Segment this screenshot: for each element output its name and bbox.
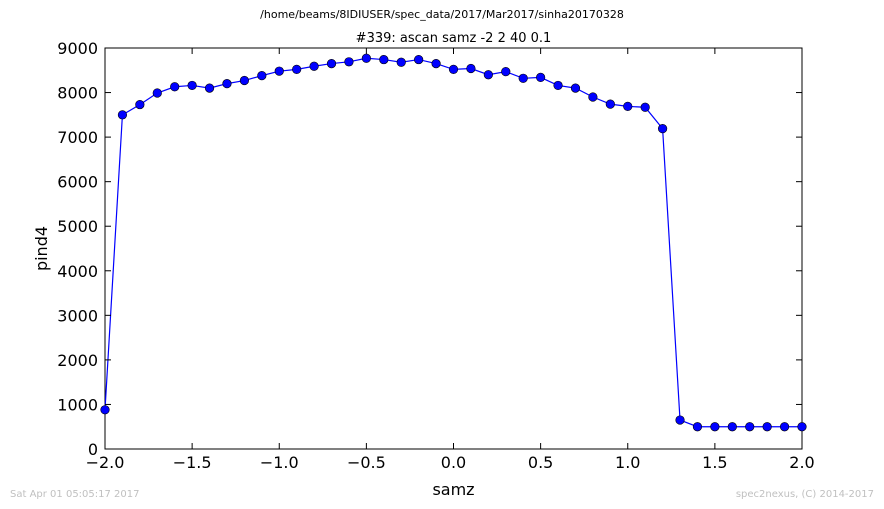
timestamp-footer: Sat Apr 01 05:05:17 2017	[10, 489, 140, 500]
y-tick-label: 9000	[57, 39, 98, 58]
x-tick-label: 1.0	[615, 453, 640, 472]
data-point	[466, 63, 476, 74]
data-point	[292, 64, 302, 74]
data-point	[536, 72, 546, 83]
data-point	[675, 415, 685, 425]
data-point	[222, 79, 232, 89]
copyright-footer: spec2nexus, (C) 2014-2017	[735, 489, 874, 500]
data-point	[135, 99, 145, 110]
y-tick-label: 3000	[57, 306, 98, 325]
x-tick-label: −2.0	[86, 453, 125, 472]
data-point	[727, 422, 737, 432]
data-point	[762, 422, 772, 432]
data-point	[344, 57, 354, 67]
data-point	[204, 83, 215, 93]
plot-title: #339: ascan samz -2 2 40 0.1	[356, 31, 552, 46]
data-point	[448, 64, 459, 74]
data-point	[745, 422, 755, 432]
x-tick-label: 0.0	[441, 453, 466, 472]
data-point	[152, 88, 162, 98]
data-point	[274, 66, 284, 76]
y-tick-label: 5000	[57, 217, 98, 236]
data-point	[170, 82, 180, 92]
data-point	[657, 124, 668, 134]
x-tick-label: 1.5	[702, 453, 727, 472]
data-point	[326, 58, 337, 69]
data-point	[588, 92, 598, 102]
x-axis-label: samz	[432, 480, 474, 499]
data-point	[570, 83, 581, 93]
y-tick-label: 8000	[57, 84, 98, 103]
x-tick-label: −1.0	[260, 453, 299, 472]
y-tick-label: 2000	[57, 351, 98, 370]
data-point	[414, 54, 424, 65]
data-point	[797, 422, 807, 432]
figure-suptitle: /home/beams/8IDIUSER/spec_data/2017/Mar2…	[260, 8, 624, 21]
data-point	[257, 71, 267, 81]
data-point	[396, 57, 406, 67]
data-point	[117, 110, 128, 120]
y-tick-label: 4000	[57, 262, 98, 281]
y-axis-label: pind4	[32, 226, 51, 271]
data-point	[483, 70, 493, 80]
data-point	[553, 80, 563, 91]
data-point	[309, 61, 319, 71]
data-point	[379, 54, 389, 65]
data-point	[518, 73, 528, 83]
data-point	[710, 422, 720, 432]
data-point	[779, 422, 790, 432]
data-point	[239, 75, 249, 86]
data-point	[623, 101, 633, 111]
data-point	[692, 422, 703, 432]
y-tick-label: 7000	[57, 128, 98, 147]
plot-frame	[104, 47, 803, 450]
data-point	[431, 58, 441, 69]
y-tick-label: 1000	[57, 395, 98, 414]
data-point	[187, 80, 197, 91]
series-line	[104, 57, 802, 428]
data-point	[100, 405, 110, 415]
x-tick-label: 2.0	[789, 453, 814, 472]
data-point	[640, 102, 650, 112]
data-point	[501, 67, 511, 77]
data-point	[605, 99, 615, 109]
x-tick-label: −0.5	[347, 453, 386, 472]
x-tick-label: 0.5	[528, 453, 553, 472]
x-tick-label: −1.5	[173, 453, 212, 472]
y-tick-label: 6000	[57, 173, 98, 192]
y-tick-label: 0	[88, 440, 98, 459]
data-point	[361, 53, 371, 63]
